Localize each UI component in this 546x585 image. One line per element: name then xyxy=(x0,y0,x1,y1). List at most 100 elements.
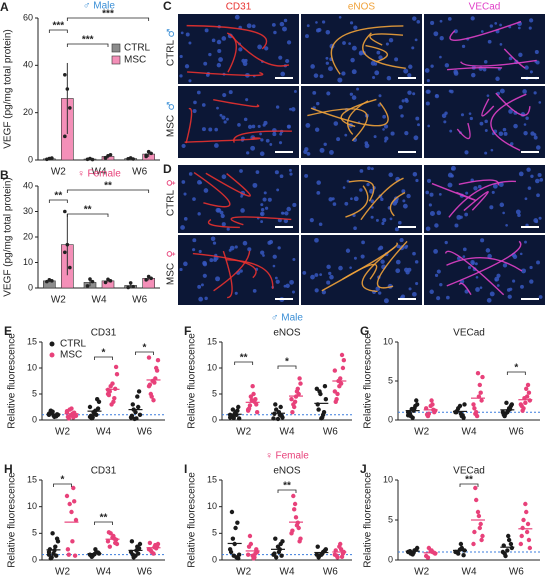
nucleus xyxy=(279,132,283,136)
nucleus xyxy=(471,72,476,78)
nucleus xyxy=(180,31,184,35)
nucleus xyxy=(316,28,321,33)
data-point xyxy=(64,408,70,414)
data-point xyxy=(526,537,532,543)
y-tick-label: 20 xyxy=(23,107,33,117)
nucleus xyxy=(220,213,225,219)
nucleus xyxy=(425,101,430,106)
data-point xyxy=(147,540,153,546)
data-point xyxy=(298,381,303,386)
y-tick-label: 30 xyxy=(23,206,33,216)
nucleus xyxy=(314,127,320,132)
significance-bracket xyxy=(48,199,68,203)
nucleus xyxy=(434,273,439,277)
nucleus xyxy=(404,99,409,103)
data-point xyxy=(50,279,54,283)
nucleus xyxy=(441,113,447,118)
nucleus xyxy=(524,65,529,70)
y-label-group: Relative fluorescence xyxy=(187,472,198,568)
data-point xyxy=(113,364,119,370)
significance-bracket xyxy=(66,189,150,193)
nucleus xyxy=(517,26,521,30)
nucleus xyxy=(216,62,222,68)
nucleus xyxy=(275,105,280,109)
vessel xyxy=(347,100,369,135)
nucleus xyxy=(351,69,357,75)
nucleus xyxy=(217,48,222,54)
vessel xyxy=(376,240,408,289)
data-point xyxy=(228,549,234,555)
data-point xyxy=(429,398,434,403)
data-point xyxy=(65,242,70,247)
chart-title: VECad xyxy=(453,466,485,477)
chart-title: ♂ Male xyxy=(83,1,115,12)
y-label-group: Relative fluorescence xyxy=(187,333,198,429)
vessel xyxy=(226,32,237,73)
nucleus xyxy=(283,218,289,224)
micrograph xyxy=(178,86,299,158)
significance-bracket xyxy=(135,351,154,355)
nucleus xyxy=(349,92,354,96)
nucleus xyxy=(527,186,532,190)
data-point xyxy=(275,544,281,549)
nucleus xyxy=(244,58,248,63)
nucleus xyxy=(286,206,292,212)
vessel xyxy=(495,92,531,117)
data-point xyxy=(136,546,142,551)
nucleus xyxy=(316,190,321,195)
y-tick-label: 20 xyxy=(23,231,33,241)
nucleus xyxy=(443,120,447,124)
nucleus xyxy=(370,199,375,204)
nucleus xyxy=(404,245,408,249)
nucleus xyxy=(383,298,389,304)
data-point xyxy=(274,555,279,560)
data-point xyxy=(229,509,235,515)
data-point xyxy=(126,285,130,290)
nucleus xyxy=(427,124,430,128)
nucleus xyxy=(446,295,450,300)
data-point xyxy=(410,552,415,557)
nucleus xyxy=(289,107,292,111)
nucleus xyxy=(503,131,508,136)
nucleus xyxy=(200,283,204,287)
data-point xyxy=(507,406,513,412)
nucleus xyxy=(263,191,267,195)
nucleus xyxy=(475,287,480,292)
nucleus xyxy=(275,279,280,284)
data-point xyxy=(505,548,510,553)
data-point xyxy=(523,501,528,507)
data-point xyxy=(68,106,72,110)
data-point xyxy=(103,280,108,285)
significance-bracket xyxy=(48,29,68,33)
nucleus xyxy=(188,79,192,83)
data-point xyxy=(273,536,278,541)
nucleus xyxy=(316,101,320,106)
data-point xyxy=(458,541,464,547)
y-tick-label: 0 xyxy=(32,414,37,424)
nucleus xyxy=(402,199,406,203)
x-tick-label: W4 xyxy=(96,427,111,438)
nucleus xyxy=(530,174,534,178)
nucleus xyxy=(484,129,488,132)
nucleus xyxy=(378,245,384,250)
y-tick-label: 0 xyxy=(212,554,217,564)
row-label: ♂ CTRL xyxy=(166,28,177,66)
nucleus xyxy=(533,218,539,223)
data-point xyxy=(148,391,153,397)
vessel xyxy=(187,71,264,77)
nucleus xyxy=(479,121,484,126)
nucleus xyxy=(192,238,197,243)
sex-symbol: ♀ xyxy=(166,179,177,186)
data-point xyxy=(85,284,90,288)
data-point xyxy=(70,539,75,544)
nucleus xyxy=(519,252,523,256)
data-point xyxy=(337,544,342,549)
data-point xyxy=(272,551,277,556)
nucleus xyxy=(203,188,209,193)
nucleus xyxy=(251,124,256,129)
data-point xyxy=(68,265,72,270)
data-point xyxy=(50,156,54,160)
nucleus xyxy=(292,202,297,207)
y-tick-label: 10 xyxy=(383,336,393,346)
row-title: CTRL xyxy=(166,190,177,217)
